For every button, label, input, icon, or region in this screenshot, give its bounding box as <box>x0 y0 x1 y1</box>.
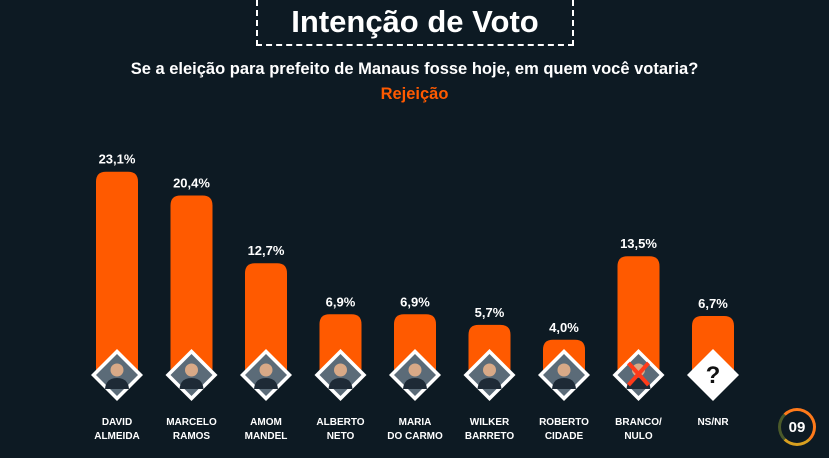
category-label-4-0: MARIA <box>399 417 432 428</box>
value-label-6: 4,0% <box>549 320 579 335</box>
bar-7 <box>617 256 660 375</box>
bar-2 <box>245 263 287 375</box>
title-box: Intenção de Voto <box>256 0 574 46</box>
value-label-7: 13,5% <box>620 236 657 251</box>
value-label-5: 5,7% <box>475 305 505 320</box>
value-label-0: 23,1% <box>99 152 136 167</box>
cross-b <box>627 361 650 387</box>
category-label-1-0: MARCELO <box>166 417 217 428</box>
person-body-2 <box>254 378 278 389</box>
person-body-5 <box>477 378 502 389</box>
page-title: Intenção de Voto <box>291 4 539 39</box>
candidate-photo-icon <box>91 349 143 401</box>
person-head-3 <box>334 363 347 377</box>
category-label-7-0: BRANCO/ <box>615 417 662 428</box>
candidate-photo-icon <box>165 349 218 401</box>
category-label-5-0: WILKER <box>470 417 510 428</box>
value-label-2: 12,7% <box>248 243 285 258</box>
question-mark-icon: ? <box>687 349 739 401</box>
person-body-4 <box>403 378 427 389</box>
chart-subtitle: Se a eleição para prefeito de Manaus fos… <box>130 60 699 78</box>
category-label-7-1: NULO <box>624 431 653 442</box>
category-label-4-1: DO CARMO <box>387 431 443 442</box>
person-head-5 <box>483 363 496 377</box>
category-label-1-1: RAMOS <box>173 431 211 442</box>
category-label-3-0: ALBERTO <box>316 417 364 428</box>
person-head-2 <box>259 363 273 377</box>
question-mark: ? <box>706 362 721 389</box>
category-label-8-0: NS/NR <box>697 417 729 428</box>
value-label-4: 6,9% <box>400 294 430 309</box>
value-label-1: 20,4% <box>173 175 210 190</box>
value-label-3: 6,9% <box>326 294 356 309</box>
chart-tag: Rejeição <box>380 85 449 103</box>
candidate-photo-icon <box>463 349 516 401</box>
candidate-photo-icon <box>389 349 441 401</box>
page-number-badge: 09 <box>778 408 816 446</box>
category-label-0-0: DAVID <box>102 417 132 428</box>
person-head-6 <box>557 363 571 377</box>
category-label-2-1: MANDEL <box>245 431 288 442</box>
category-label-6-0: ROBERTO <box>539 417 589 428</box>
bar-1 <box>170 195 213 375</box>
candidate-photo-icon <box>538 349 590 401</box>
candidate-photo-icon <box>240 349 292 401</box>
category-label-3-1: NETO <box>327 431 355 442</box>
category-label-2-0: AMOM <box>250 417 282 428</box>
person-body-0 <box>105 378 129 389</box>
person-body-6 <box>552 378 576 389</box>
person-body-1 <box>179 378 204 389</box>
bar-0 <box>96 171 138 375</box>
category-label-0-1: ALMEIDA <box>94 431 140 442</box>
person-head-4 <box>408 363 422 377</box>
value-label-8: 6,7% <box>698 296 728 311</box>
category-label-6-1: CIDADE <box>545 431 584 442</box>
icon-frame-8 <box>687 349 739 401</box>
person-body-3 <box>328 378 353 389</box>
category-label-5-1: BARRETO <box>465 431 514 442</box>
candidate-photo-icon <box>314 349 367 401</box>
page-number: 09 <box>788 418 806 436</box>
person-head-1 <box>185 363 198 377</box>
blank-null-icon <box>612 349 665 401</box>
person-head-0 <box>110 363 124 377</box>
